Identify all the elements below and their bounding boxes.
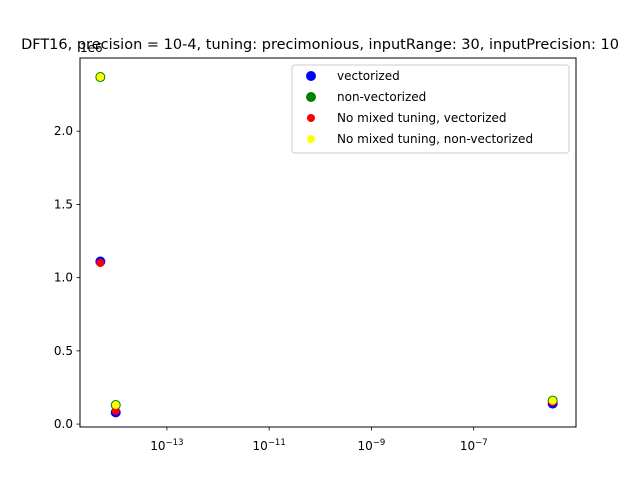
y-tick-label: 0.0 (54, 417, 73, 431)
legend-label: non-vectorized (337, 90, 426, 104)
legend-label: No mixed tuning, non-vectorized (337, 132, 533, 146)
legend-marker (307, 114, 315, 122)
y-tick-label: 0.5 (54, 344, 73, 358)
legend: vectorized non-vectorized No mixed tuning,… (291, 64, 570, 154)
legend-frame (291, 64, 570, 154)
legend-marker (306, 71, 316, 81)
data-point (111, 401, 120, 410)
x-tick-label: 10−13 (150, 438, 183, 453)
chart-title: DFT16, precision = 10-4, tuning: precimo… (21, 37, 619, 53)
x-tick-label: 10−9 (358, 438, 386, 453)
data-point (96, 259, 105, 267)
x-tick-label: 10−7 (460, 438, 488, 453)
y-axis-multiplier: 1e6 (80, 41, 103, 55)
x-axis: 10−13 10−11 10−9 10−7 (150, 427, 488, 453)
x-tick-label: 10−11 (253, 438, 286, 453)
y-axis: 0.0 0.5 1.0 1.5 2.0 (54, 124, 80, 431)
data-point (548, 396, 557, 405)
legend-marker (306, 92, 316, 102)
y-tick-label: 1.0 (54, 271, 73, 285)
legend-marker (307, 135, 315, 143)
legend-label: vectorized (337, 69, 400, 83)
plot-area-frame (79, 57, 577, 428)
data-point (96, 73, 105, 82)
y-tick-label: 2.0 (54, 124, 73, 138)
data-points (95, 72, 558, 418)
data-point (111, 406, 120, 415)
legend-label: No mixed tuning, vectorized (337, 111, 507, 125)
y-tick-label: 1.5 (54, 197, 73, 211)
